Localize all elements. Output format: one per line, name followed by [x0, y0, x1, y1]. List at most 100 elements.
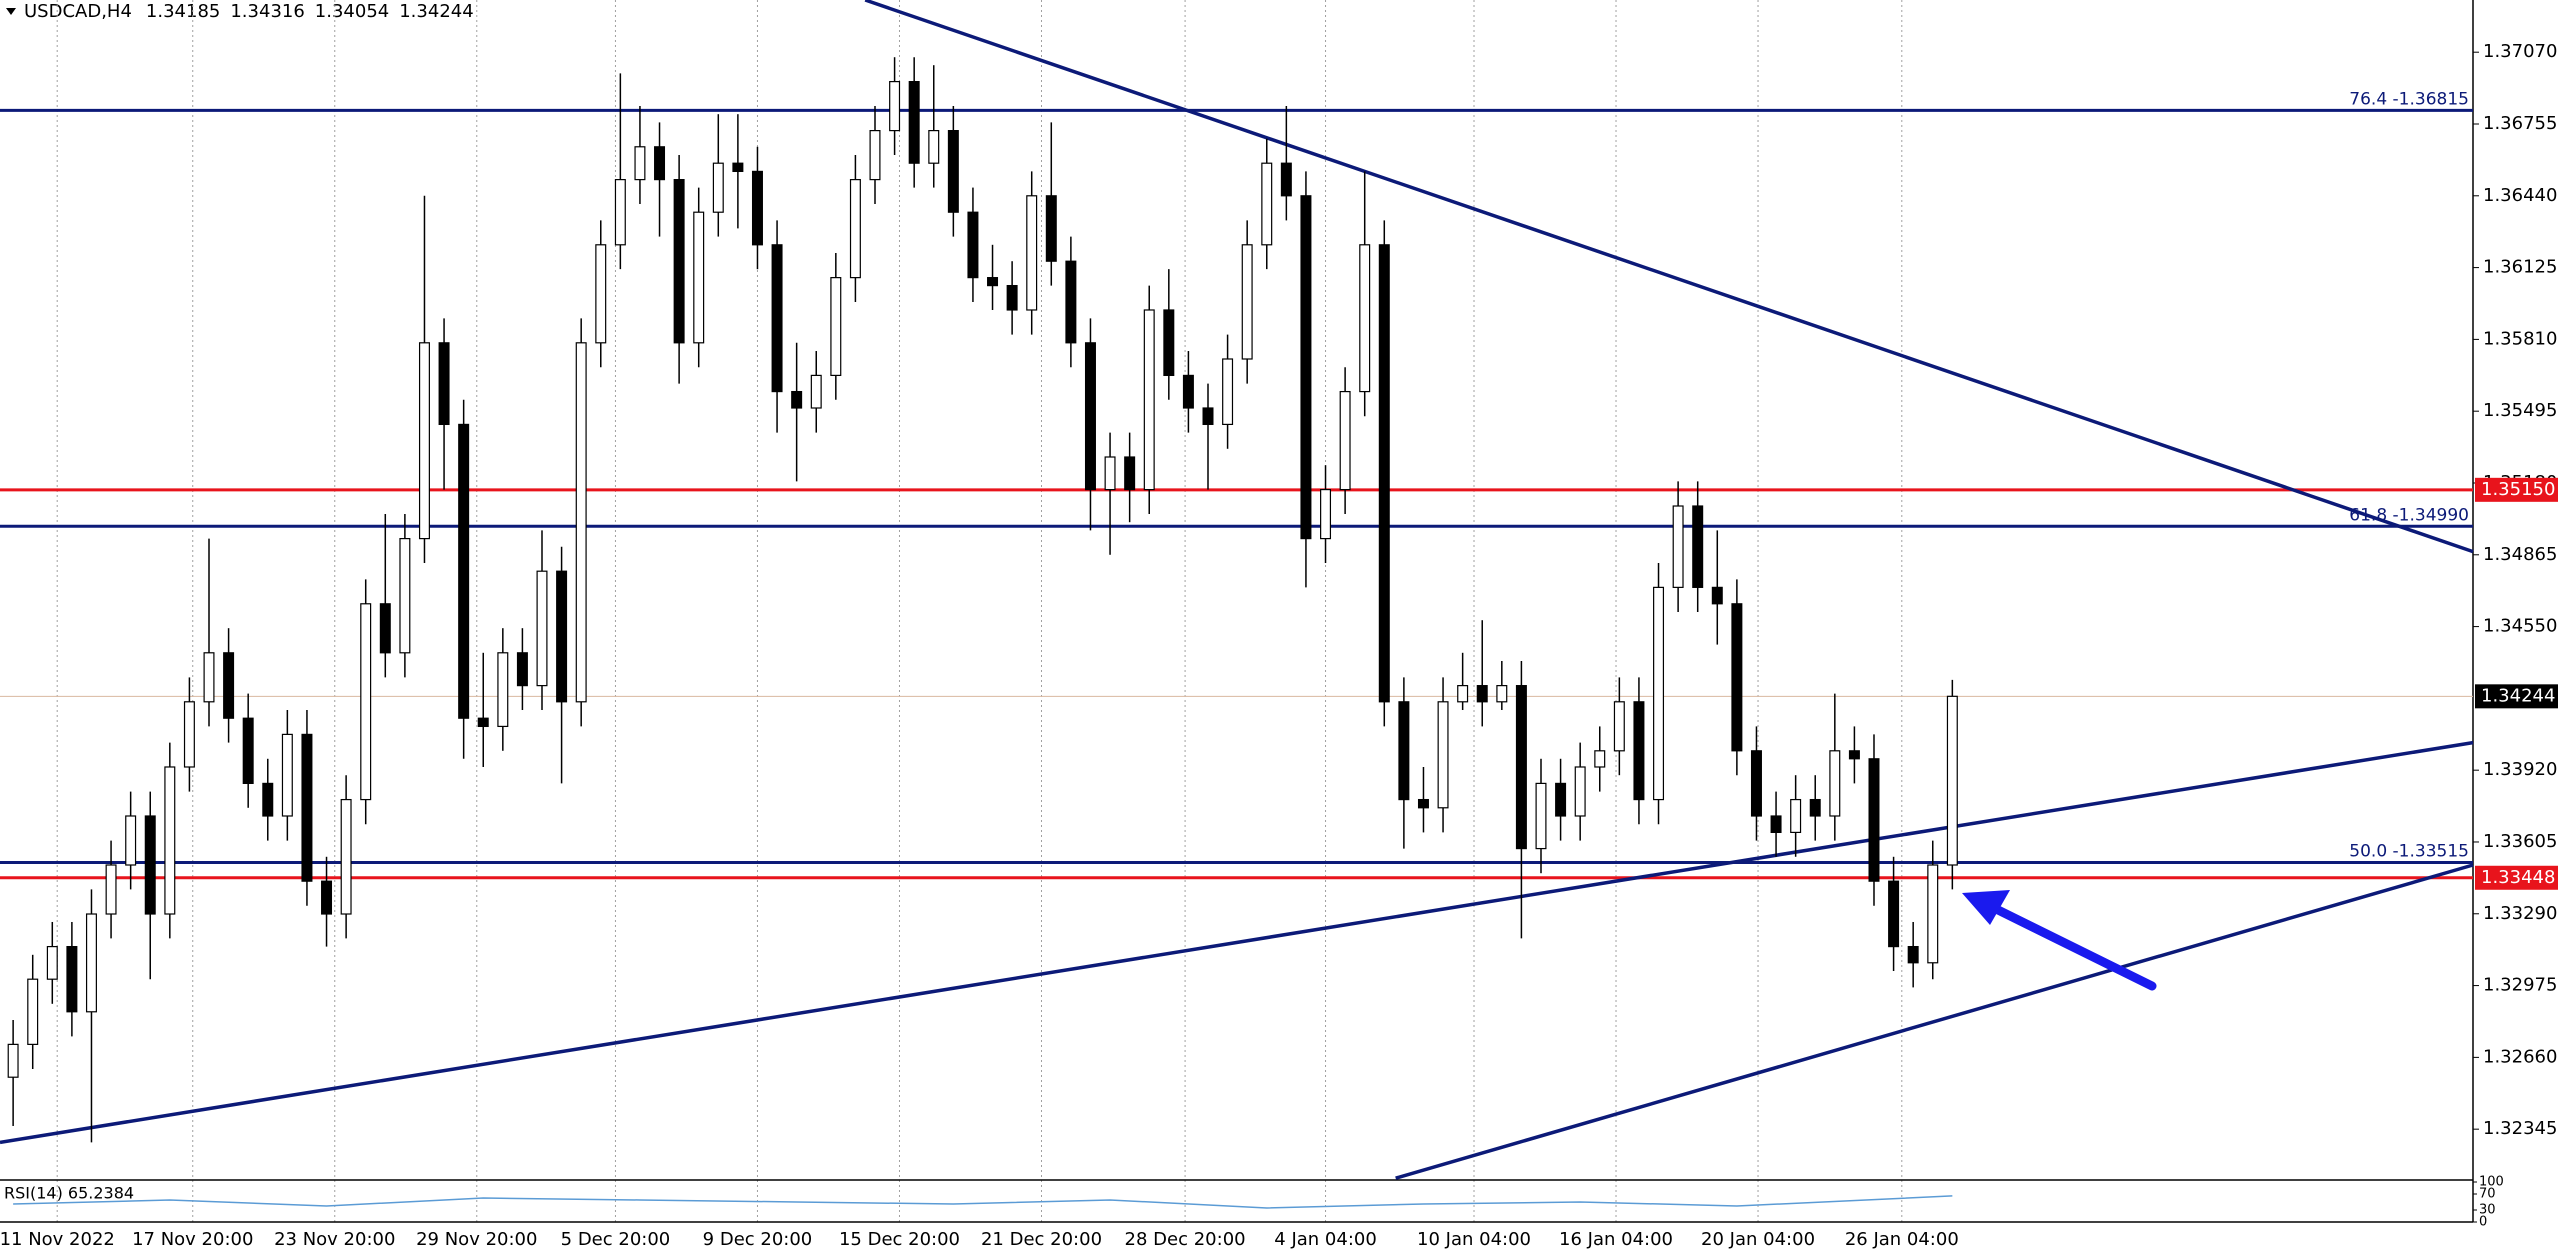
- trendline: [864, 0, 2474, 554]
- x-tick-label: 11 Nov 2022: [0, 1229, 115, 1250]
- candle-body: [1868, 758, 1880, 882]
- candle-body: [1320, 488, 1332, 540]
- y-tick-label: 1.32345: [2483, 1118, 2557, 1139]
- candle-body: [1770, 815, 1782, 834]
- annotation-arrowhead: [1962, 890, 2010, 925]
- candle-body: [477, 717, 489, 728]
- candle-body: [830, 277, 842, 377]
- x-tick-label: 29 Nov 20:00: [416, 1229, 537, 1250]
- candle-body: [751, 170, 763, 246]
- candle-body: [1065, 260, 1077, 344]
- candle-body: [125, 815, 137, 866]
- candle-body: [791, 390, 803, 409]
- candle-body: [379, 603, 391, 654]
- candle-body: [85, 913, 97, 1013]
- candle-body: [1672, 505, 1684, 588]
- candle-body: [771, 244, 783, 393]
- candle-body: [1006, 284, 1018, 311]
- price-tag-label: 1.33448: [2481, 867, 2555, 888]
- candle-body: [242, 717, 254, 784]
- candle-body: [849, 179, 861, 279]
- candle-body: [1437, 701, 1449, 809]
- candle-body: [497, 652, 509, 728]
- candle-body: [418, 342, 430, 540]
- annotation-arrow: [1985, 901, 2157, 991]
- candle-body: [46, 945, 58, 980]
- candle-body: [1711, 586, 1723, 605]
- candle-body: [987, 277, 999, 287]
- candle-body: [1790, 798, 1802, 834]
- candle-body: [536, 570, 548, 687]
- candle-body: [595, 244, 607, 344]
- x-tick-label: 10 Jan 04:00: [1417, 1229, 1531, 1250]
- candle-body: [575, 342, 587, 703]
- candle-body: [1574, 766, 1586, 817]
- candle-body: [164, 766, 176, 915]
- y-tick-label: 1.34865: [2483, 544, 2557, 565]
- menu-triangle[interactable]: [6, 8, 16, 15]
- candle-body: [516, 652, 528, 687]
- candle-body: [1182, 374, 1194, 409]
- candle-body: [321, 880, 333, 915]
- candle-body: [908, 80, 920, 164]
- y-tick-label: 1.36125: [2483, 257, 2557, 278]
- candle-body: [712, 162, 724, 213]
- x-tick-label: 23 Nov 20:00: [274, 1229, 395, 1250]
- candle-body: [144, 815, 156, 915]
- candle-body: [1888, 880, 1900, 948]
- candle-body: [889, 80, 901, 132]
- last-price-tag: [2475, 684, 2558, 709]
- candle-body: [1594, 750, 1606, 768]
- last-price-label: 1.34244: [2481, 685, 2555, 706]
- header-high: 1.34316: [230, 1, 304, 22]
- y-tick-label: 1.32660: [2483, 1046, 2557, 1067]
- y-tick-label: 1.36440: [2483, 185, 2557, 206]
- y-tick-label: 1.35810: [2483, 328, 2557, 349]
- candle-body: [556, 570, 568, 703]
- rsi-tick-label: 0: [2479, 1215, 2487, 1230]
- x-tick-label: 5 Dec 20:00: [561, 1229, 671, 1250]
- candle-body: [1398, 701, 1410, 801]
- x-tick-label: 26 Jan 04:00: [1845, 1229, 1959, 1250]
- candle-body: [947, 130, 959, 213]
- candle-body: [1359, 244, 1371, 393]
- candle-body: [1339, 390, 1351, 491]
- candle-body: [203, 652, 215, 703]
- x-tick-label: 17 Nov 20:00: [132, 1229, 253, 1250]
- rsi-tick-label: 70: [2479, 1187, 2496, 1202]
- trendline: [1395, 863, 2474, 1180]
- candle-body: [1515, 685, 1527, 850]
- candle-body: [281, 733, 293, 817]
- candle-body: [301, 733, 313, 882]
- candle-body: [1045, 195, 1057, 262]
- rsi-tick-label: 100: [2479, 1175, 2504, 1190]
- x-tick-label: 15 Dec 20:00: [839, 1229, 960, 1250]
- candle-body: [1143, 309, 1155, 491]
- x-tick-label: 9 Dec 20:00: [703, 1229, 813, 1250]
- x-tick-label: 21 Dec 20:00: [981, 1229, 1102, 1250]
- candle-body: [1202, 407, 1214, 426]
- rsi-line: [13, 1195, 1953, 1209]
- candle-body: [27, 978, 39, 1045]
- candle-body: [1084, 342, 1096, 491]
- price-tag: [2475, 477, 2558, 502]
- candle-body: [634, 146, 646, 181]
- candle-body: [1280, 162, 1292, 197]
- symbol: USDCAD,H4: [24, 1, 132, 22]
- candle-body: [928, 130, 940, 164]
- candle-body: [1457, 685, 1469, 703]
- candle-body: [1750, 750, 1762, 817]
- candle-body: [7, 1043, 19, 1078]
- header-open: 1.34185: [146, 1, 220, 22]
- candle-body: [810, 374, 822, 409]
- price-tag-label: 1.35150: [2481, 479, 2555, 500]
- candle-body: [654, 146, 666, 181]
- candle-body: [1692, 505, 1704, 588]
- y-tick-label: 1.33290: [2483, 903, 2557, 924]
- candle-body: [66, 945, 78, 1013]
- candle-body: [1241, 244, 1253, 360]
- candle-body: [1535, 782, 1547, 850]
- candle-body: [614, 179, 626, 246]
- candle-body: [693, 211, 705, 344]
- header-close: 1.34244: [399, 1, 473, 22]
